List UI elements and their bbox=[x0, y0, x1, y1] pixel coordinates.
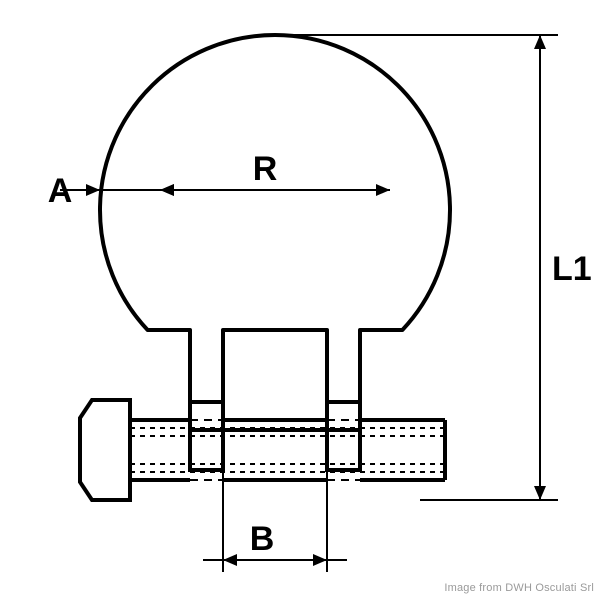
dim-arrowhead bbox=[376, 184, 390, 196]
dim-label: B bbox=[250, 520, 275, 558]
dim-label: A bbox=[48, 172, 73, 210]
shackle-outer-outline bbox=[100, 35, 450, 430]
dim-arrowhead bbox=[86, 184, 100, 196]
dim-arrowhead bbox=[534, 35, 546, 49]
dim-arrowhead bbox=[223, 554, 237, 566]
dim-arrowhead bbox=[534, 486, 546, 500]
dim-label: R bbox=[253, 150, 278, 188]
dim-arrowhead bbox=[313, 554, 327, 566]
dim-label: L1 bbox=[552, 250, 592, 288]
dim-arrowhead bbox=[160, 184, 174, 196]
shackle-inner-outline bbox=[223, 330, 327, 430]
watermark-text: Image from DWH Osculati Srl bbox=[444, 582, 594, 594]
shackle-diagram: A R L1 B bbox=[0, 0, 600, 600]
pin-head bbox=[80, 400, 130, 500]
